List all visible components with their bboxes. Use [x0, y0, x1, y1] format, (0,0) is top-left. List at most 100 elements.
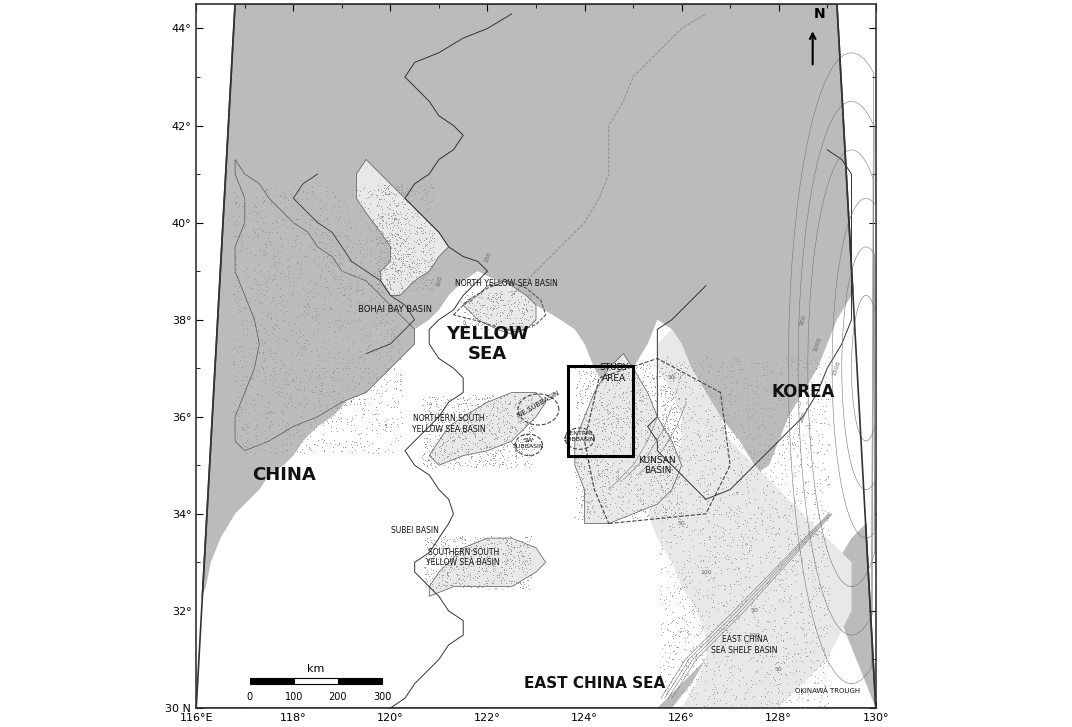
Point	[674, 612, 691, 624]
Point	[510, 562, 527, 574]
Point	[690, 704, 708, 715]
Point	[706, 425, 724, 437]
Point	[319, 265, 337, 277]
Point	[703, 429, 720, 441]
Point	[743, 559, 760, 571]
Point	[363, 418, 381, 430]
Point	[250, 207, 267, 219]
Text: OKINAWA TROUGH: OKINAWA TROUGH	[794, 688, 860, 694]
Point	[280, 185, 297, 197]
Point	[792, 461, 809, 473]
Point	[694, 503, 711, 515]
Point	[748, 667, 765, 678]
Point	[473, 413, 490, 425]
Point	[645, 372, 662, 384]
Point	[286, 193, 303, 204]
Point	[777, 470, 794, 482]
Point	[587, 413, 605, 425]
Point	[242, 329, 259, 341]
Point	[776, 463, 793, 475]
Point	[515, 416, 532, 427]
Point	[434, 569, 451, 581]
Point	[728, 690, 745, 702]
Point	[585, 507, 602, 518]
Point	[288, 233, 306, 245]
Point	[342, 295, 359, 307]
Point	[642, 489, 659, 500]
Point	[453, 537, 471, 549]
Point	[249, 414, 266, 425]
Point	[771, 555, 788, 566]
Point	[331, 314, 348, 326]
Point	[423, 273, 441, 285]
Point	[407, 264, 425, 276]
Point	[314, 377, 331, 389]
Point	[757, 669, 774, 680]
Point	[452, 532, 470, 544]
Point	[686, 582, 703, 594]
Point	[264, 217, 281, 229]
Point	[806, 507, 823, 519]
Point	[803, 440, 820, 451]
Point	[506, 424, 523, 435]
Point	[306, 291, 323, 302]
Point	[716, 583, 733, 595]
Point	[763, 422, 780, 434]
Point	[643, 403, 660, 415]
Point	[635, 484, 652, 496]
Point	[815, 401, 832, 412]
Point	[466, 312, 483, 324]
Point	[741, 648, 758, 659]
Point	[495, 454, 512, 465]
Point	[422, 253, 440, 265]
Point	[600, 476, 617, 488]
Point	[342, 221, 359, 233]
Point	[445, 435, 462, 447]
Point	[790, 710, 807, 722]
Point	[667, 367, 684, 379]
Point	[307, 253, 324, 265]
Point	[761, 641, 778, 653]
Point	[503, 305, 520, 316]
Point	[746, 444, 763, 456]
Point	[265, 252, 282, 263]
Point	[348, 313, 366, 325]
Point	[344, 390, 361, 402]
Point	[635, 371, 652, 383]
Point	[768, 471, 785, 483]
Point	[788, 450, 805, 462]
Point	[653, 408, 670, 419]
Point	[266, 322, 283, 334]
Point	[569, 457, 586, 468]
Point	[438, 542, 456, 554]
Point	[521, 289, 538, 301]
Point	[357, 336, 374, 348]
Point	[385, 188, 402, 199]
Point	[450, 406, 467, 418]
Point	[420, 556, 437, 568]
Point	[375, 294, 392, 305]
Point	[225, 425, 242, 437]
Point	[420, 405, 437, 417]
Point	[433, 399, 450, 411]
Point	[652, 548, 669, 560]
Point	[287, 311, 304, 323]
Point	[785, 467, 802, 479]
Point	[676, 381, 694, 393]
Point	[462, 534, 479, 545]
Point	[643, 441, 660, 453]
Point	[392, 324, 410, 335]
Point	[605, 435, 622, 447]
Point	[345, 398, 362, 410]
Point	[245, 298, 263, 310]
Point	[339, 382, 356, 393]
Point	[635, 414, 652, 425]
Point	[520, 444, 537, 456]
Point	[471, 303, 488, 315]
Point	[740, 580, 757, 592]
Point	[236, 205, 253, 217]
Point	[788, 617, 805, 629]
Point	[714, 534, 731, 545]
Point	[657, 385, 674, 397]
Point	[757, 438, 774, 450]
